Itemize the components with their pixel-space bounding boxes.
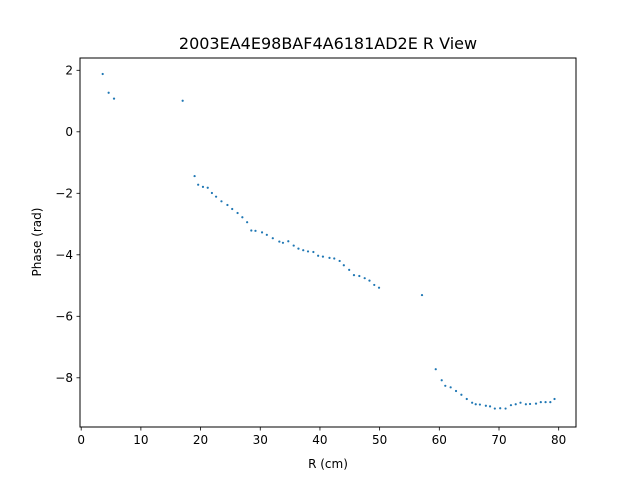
data-point bbox=[352, 273, 356, 277]
data-point bbox=[260, 231, 264, 234]
data-point bbox=[504, 407, 507, 410]
data-point bbox=[338, 259, 341, 263]
data-point bbox=[440, 379, 443, 382]
plot-background bbox=[80, 58, 576, 427]
data-point bbox=[241, 216, 244, 219]
x-tick-label: 50 bbox=[372, 433, 387, 447]
data-point bbox=[287, 240, 290, 243]
data-point bbox=[246, 221, 249, 224]
data-point bbox=[181, 99, 184, 102]
data-point bbox=[317, 254, 320, 257]
x-tick-label: 0 bbox=[77, 433, 85, 447]
y-tick-label: 0 bbox=[65, 125, 73, 139]
data-point bbox=[460, 393, 463, 396]
y-tick-label: −2 bbox=[55, 186, 73, 200]
data-point bbox=[363, 277, 366, 280]
data-point bbox=[348, 268, 351, 271]
data-point bbox=[271, 237, 274, 240]
data-point bbox=[321, 255, 325, 258]
y-axis: 2 0 −2 −4 −6 −8 bbox=[55, 63, 80, 385]
data-point bbox=[534, 402, 538, 405]
x-tick-label: 70 bbox=[491, 433, 506, 447]
data-point bbox=[434, 368, 437, 371]
data-point bbox=[368, 279, 371, 282]
data-point bbox=[281, 241, 285, 244]
data-point bbox=[101, 72, 104, 76]
data-point bbox=[328, 256, 331, 259]
y-axis-label: Phase (rad) bbox=[30, 208, 44, 277]
data-point bbox=[377, 286, 381, 289]
data-point bbox=[373, 283, 376, 287]
data-point bbox=[499, 407, 502, 410]
y-tick-label: −6 bbox=[55, 309, 73, 323]
data-point bbox=[292, 244, 295, 247]
data-point bbox=[197, 183, 200, 186]
plot-frame bbox=[79, 57, 577, 428]
data-point bbox=[214, 195, 218, 198]
data-point bbox=[107, 91, 110, 94]
data-point bbox=[549, 400, 552, 404]
data-point bbox=[553, 397, 556, 401]
data-point bbox=[302, 249, 305, 252]
data-point bbox=[236, 211, 239, 215]
data-point bbox=[297, 247, 300, 250]
data-point bbox=[112, 97, 116, 100]
data-point bbox=[528, 402, 532, 406]
x-tick-label: 30 bbox=[253, 433, 268, 447]
data-point bbox=[544, 400, 547, 404]
data-point bbox=[444, 384, 447, 387]
data-point bbox=[449, 386, 452, 389]
data-point bbox=[312, 250, 315, 254]
data-point bbox=[471, 401, 474, 404]
data-point bbox=[514, 403, 517, 406]
data-point bbox=[193, 174, 196, 178]
data-point bbox=[206, 186, 209, 189]
data-point bbox=[358, 274, 361, 278]
data-point bbox=[278, 240, 281, 243]
data-point bbox=[201, 185, 205, 188]
data-point bbox=[509, 404, 513, 407]
data-point bbox=[524, 403, 527, 406]
x-tick-label: 20 bbox=[193, 433, 208, 447]
data-point bbox=[519, 401, 522, 404]
data-point bbox=[226, 203, 229, 207]
data-point bbox=[493, 407, 496, 410]
data-point bbox=[474, 403, 477, 406]
data-point bbox=[420, 293, 424, 297]
x-axis-label: R (cm) bbox=[308, 457, 348, 471]
chart-title: 2003EA4E98BAF4A6181AD2E R View bbox=[179, 34, 477, 53]
x-axis: 0 10 20 30 40 50 60 70 80 bbox=[77, 427, 566, 447]
y-tick-label: 2 bbox=[65, 63, 73, 77]
data-point bbox=[539, 400, 542, 404]
data-points bbox=[101, 72, 556, 410]
y-tick-label: −4 bbox=[55, 248, 73, 262]
data-point bbox=[478, 403, 482, 406]
data-point bbox=[465, 397, 468, 401]
data-point bbox=[220, 200, 223, 203]
x-tick-label: 80 bbox=[551, 433, 566, 447]
data-point bbox=[488, 405, 492, 408]
data-point bbox=[333, 257, 336, 260]
data-point bbox=[306, 250, 310, 253]
data-point bbox=[265, 233, 268, 236]
x-tick-label: 40 bbox=[312, 433, 327, 447]
data-point bbox=[231, 207, 234, 211]
data-point bbox=[484, 404, 487, 407]
y-tick-label: −8 bbox=[55, 371, 73, 385]
data-point bbox=[210, 191, 214, 195]
data-point bbox=[254, 229, 257, 232]
data-point bbox=[454, 389, 458, 393]
x-tick-label: 60 bbox=[432, 433, 447, 447]
x-tick-label: 10 bbox=[133, 433, 148, 447]
data-point bbox=[250, 229, 253, 232]
data-point bbox=[342, 264, 345, 267]
